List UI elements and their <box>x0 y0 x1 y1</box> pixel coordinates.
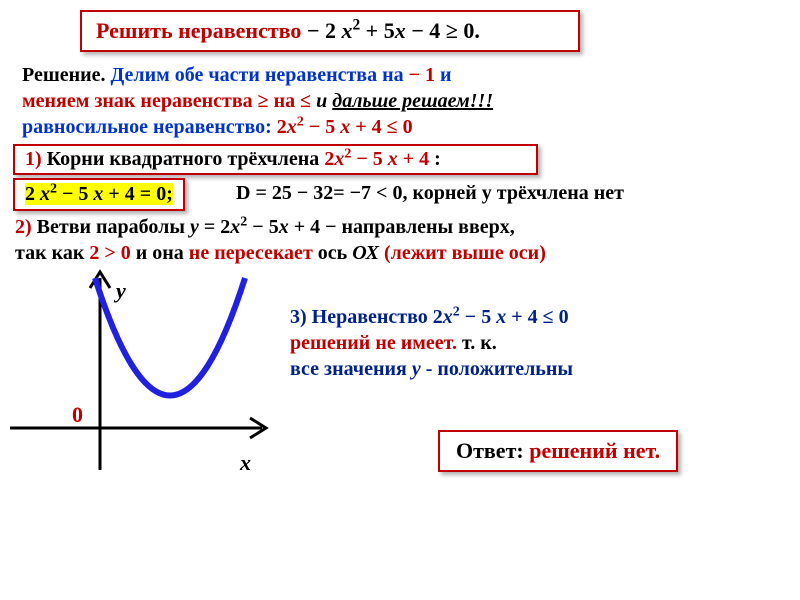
line2-a: меняем знак неравенства ≥ на ≤ <box>22 90 316 112</box>
si-g: (лежит выше оси) <box>384 242 546 264</box>
line1-b: Делим обе части неравенства на <box>111 64 409 86</box>
si-f: ОХ <box>352 242 379 264</box>
branches-line: 2) Ветви параболы y = 2x2 − 5x + 4 − нап… <box>15 216 515 239</box>
title-x: x <box>395 18 406 43</box>
box1-d: x <box>334 148 344 170</box>
line2-c: дальше решаем!!! <box>332 90 493 112</box>
title-expr-suffix: − 4 ≥ 0. <box>406 18 480 43</box>
br-c: y <box>190 216 199 238</box>
line2-b: и <box>316 90 327 112</box>
br-e: x <box>230 216 240 238</box>
eq-box: 2 x2 − 5 x + 4 = 0; <box>13 178 185 211</box>
title-x2: x <box>341 18 352 43</box>
zero-label: 0 <box>72 402 83 428</box>
parabola-graph <box>0 268 275 488</box>
i3-e: х <box>496 306 506 328</box>
answer-box: Ответ: решений нет. <box>438 430 678 472</box>
box1-e: − 5 <box>351 148 387 170</box>
y-label: у <box>116 278 126 304</box>
discr-a: D = 25 − 32 <box>236 182 333 204</box>
discr: D = 25 − 32= −7 < 0, корней у трёхчлена … <box>236 182 624 205</box>
i3-c: х <box>443 306 453 328</box>
line3-f: + 4 ≤ 0 <box>350 116 412 138</box>
graph-svg <box>0 268 275 488</box>
title-label: Решить неравенство <box>96 18 301 43</box>
title-expr-mid: + 5 <box>360 18 395 43</box>
eq-a: 2 <box>25 183 40 205</box>
nores-line: решений не имеет. т. к. <box>290 332 497 355</box>
x-label: х <box>240 450 251 476</box>
line3-b: 2 <box>277 116 287 138</box>
line1: Решение. Делим обе части неравенства на … <box>22 64 452 87</box>
eq-b: x <box>40 183 50 205</box>
box1-c: 2 <box>324 148 334 170</box>
br-d: = 2 <box>199 216 230 238</box>
line1-d: и <box>440 64 452 86</box>
box1-f: x <box>388 148 403 170</box>
eq-e: + 4 = 0; <box>108 183 172 205</box>
ap-a: все значения <box>290 358 412 380</box>
answer-a: Ответ: <box>456 438 524 463</box>
line1-c: − 1 <box>409 64 440 86</box>
ap-b: у <box>412 358 421 380</box>
br-g: x <box>279 216 289 238</box>
br-b: Ветви параболы <box>37 216 190 238</box>
discr-b: = −7 < 0, корней у трёхчлена нет <box>333 182 624 204</box>
line3-d: − 5 <box>304 116 340 138</box>
box1-a: 1) <box>25 148 47 170</box>
eq-d: x <box>93 183 108 205</box>
line3-c: x <box>287 116 297 138</box>
i3-a: 3) <box>290 306 312 328</box>
nores-b: т. к. <box>462 332 497 354</box>
step1-box: 1) Корни квадратного трёхчлена 2x2 − 5 x… <box>13 144 538 175</box>
br-h: + 4 − направлены вверх, <box>289 216 515 238</box>
i3-b: Неравенство 2 <box>312 306 443 328</box>
line2: меняем знак неравенства ≥ на ≤ и дальше … <box>22 90 493 113</box>
si-c: и она <box>136 242 189 264</box>
title-expr-prefix: − 2 <box>307 18 342 43</box>
br-f: − 5 <box>247 216 278 238</box>
si-d: не пересекает <box>189 242 313 264</box>
i3-f: + 4 ≤ 0 <box>506 306 568 328</box>
eq-c: − 5 <box>57 183 93 205</box>
line1-a: Решение. <box>22 64 106 86</box>
nores-a: решений не имеет. <box>290 332 462 354</box>
si-a: так как <box>15 242 89 264</box>
si-b: 2 > 0 <box>89 242 130 264</box>
ap-c: - положительны <box>421 358 573 380</box>
box1-h: : <box>434 148 441 170</box>
answer-b: решений нет. <box>529 438 660 463</box>
line3: равносильное неравенство: 2x2 − 5 x + 4 … <box>22 116 413 139</box>
br-a: 2) <box>15 216 37 238</box>
line3-e: x <box>340 116 350 138</box>
ineq3-line: 3) Неравенство 2х2 − 5 х + 4 ≤ 0 <box>290 306 569 329</box>
i3-d: − 5 <box>460 306 496 328</box>
title-box: Решить неравенство − 2 x2 + 5x − 4 ≥ 0. <box>80 10 580 52</box>
since-line: так как 2 > 0 и она не пересекает ось ОХ… <box>15 242 546 265</box>
line3-a: равносильное неравенство: <box>22 116 277 138</box>
box1-b: Корни квадратного трёхчлена <box>47 148 325 170</box>
allpos-line: все значения у - положительны <box>290 358 573 381</box>
box1-g: + 4 <box>403 148 434 170</box>
si-e: ось <box>318 242 352 264</box>
